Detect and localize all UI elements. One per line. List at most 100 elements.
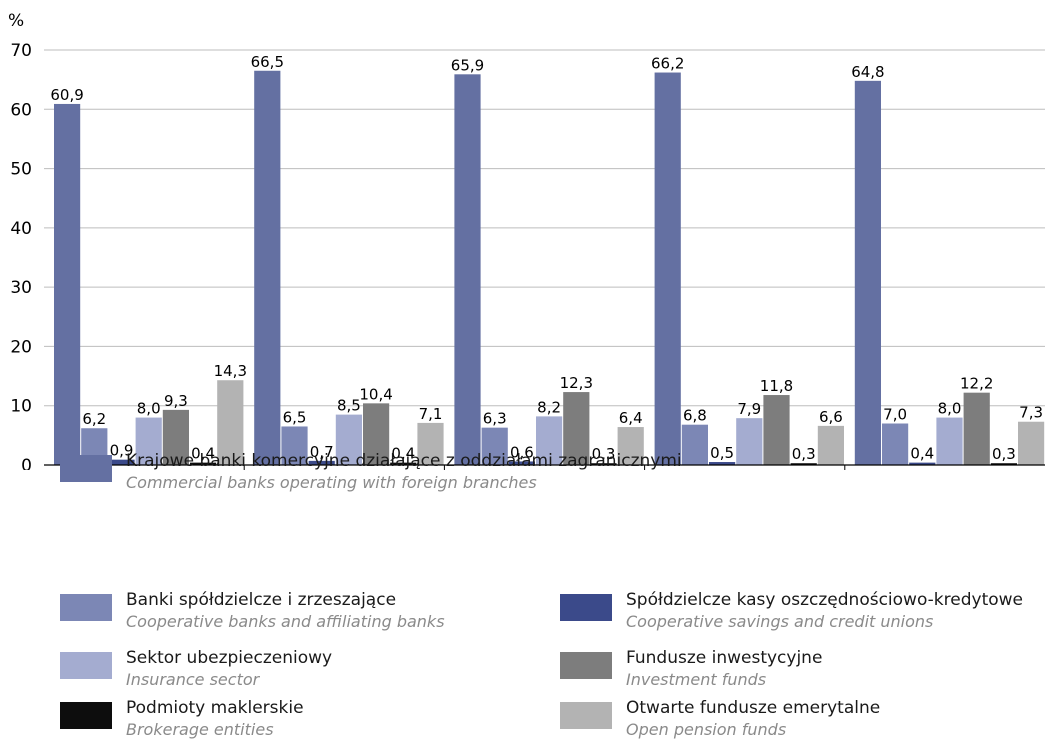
bar-data-label: 14,3 <box>214 362 247 380</box>
legend-label-en: Insurance sector <box>126 670 260 689</box>
bar-data-label: 0,7 <box>310 443 334 461</box>
bar-data-label: 60,9 <box>50 86 83 104</box>
bar <box>654 72 681 466</box>
bar <box>990 463 1017 465</box>
legend-label-pl: Podmioty maklerskie <box>126 698 304 718</box>
bar-data-label: 0,3 <box>992 445 1016 463</box>
bar <box>135 417 162 465</box>
bar-data-label: 0,9 <box>110 442 134 460</box>
bar-data-label: 7,3 <box>1019 404 1043 422</box>
y-tick-label: 30 <box>10 278 32 298</box>
bar-data-label: 0,4 <box>391 445 415 463</box>
legend-item-insurance: Sektor ubezpieczeniowy Insurance sector <box>60 647 332 690</box>
bar <box>54 103 81 465</box>
bar <box>963 392 990 465</box>
y-tick-label: 50 <box>10 160 32 180</box>
legend-swatch-cooperative-banks <box>60 594 112 621</box>
bar <box>254 70 281 465</box>
bar <box>709 462 736 465</box>
bars <box>54 70 1045 466</box>
legend-label-en: Brokerage entities <box>126 720 274 739</box>
bar-data-label: 8,0 <box>938 400 962 418</box>
bar-data-label: 0,5 <box>710 444 734 462</box>
legend-label-en: Open pension funds <box>626 720 787 739</box>
bar-data-label: 6,3 <box>483 410 507 428</box>
bar-data-label: 66,5 <box>251 53 284 71</box>
bar <box>108 459 135 465</box>
bar-data-label: 64,8 <box>851 63 884 81</box>
y-tick-label: 70 <box>10 41 32 61</box>
legend-label-pl: Spółdzielcze kasy oszczędnościowo-kredyt… <box>626 590 1024 610</box>
bar-data-label: 6,6 <box>819 408 843 426</box>
legend-item-brokerage: Podmioty maklerskie Brokerage entities <box>60 697 304 740</box>
bar <box>363 403 390 465</box>
bar-data-label: 12,2 <box>960 375 993 393</box>
bar-data-label: 6,4 <box>619 409 643 427</box>
bar <box>481 427 508 465</box>
legend-label-pl: Banki spółdzielcze i zrzeszające <box>126 590 397 610</box>
bar-data-label: 8,2 <box>537 398 561 416</box>
legend-label-pl: Sektor ubezpieczeniowy <box>126 648 333 668</box>
bar <box>681 424 708 465</box>
y-axis-unit-label: % <box>8 11 24 31</box>
bar-data-label: 65,9 <box>451 56 484 74</box>
bar <box>217 380 244 465</box>
bar <box>936 417 963 465</box>
y-axis-tick-labels: 0 10 20 30 40 50 60 70 <box>10 41 32 470</box>
bar <box>417 422 444 465</box>
y-tick-label: 10 <box>10 397 32 417</box>
bar-data-label: 11,8 <box>760 377 793 395</box>
legend-swatch-investment-funds <box>560 652 612 679</box>
bar-data-label: 7,9 <box>737 400 761 418</box>
bar-data-label: 10,4 <box>359 385 392 403</box>
legend-label-en: Cooperative banks and affiliating banks <box>126 612 445 631</box>
bar-data-label: 8,0 <box>137 400 161 418</box>
legend-swatch-insurance <box>60 652 112 679</box>
y-tick-label: 40 <box>10 219 32 239</box>
bar <box>81 428 108 465</box>
bar <box>817 425 844 465</box>
bar-data-label: 0,3 <box>792 445 816 463</box>
legend-swatch-pension-funds <box>560 702 612 729</box>
bar <box>162 409 189 465</box>
bar <box>909 462 936 465</box>
legend-item-pension-funds: Otwarte fundusze emerytalne Open pension… <box>560 697 880 740</box>
bar <box>854 80 881 465</box>
bar-data-label: 6,8 <box>683 407 707 425</box>
bar <box>736 418 763 465</box>
bar <box>308 460 335 465</box>
legend-item-cooperative-banks: Banki spółdzielcze i zrzeszające Coopera… <box>60 589 445 632</box>
bar-data-label: 0,3 <box>592 445 616 463</box>
bar <box>390 462 417 465</box>
bar-data-label: 6,5 <box>283 408 307 426</box>
bar <box>454 74 481 466</box>
bar <box>882 423 909 465</box>
legend-item-credit-unions: Spółdzielcze kasy oszczędnościowo-kredyt… <box>560 589 1023 632</box>
bar-data-label: 7,1 <box>419 405 443 423</box>
bar <box>590 463 617 465</box>
bar-data-label: 6,2 <box>82 410 106 428</box>
bar-data-label: 7,0 <box>883 406 907 424</box>
bar <box>508 461 535 465</box>
legend-swatch-brokerage <box>60 702 112 729</box>
bar <box>281 426 308 465</box>
y-tick-label: 0 <box>21 456 32 470</box>
legend-label-en: Investment funds <box>626 670 767 689</box>
legend-label-en: Commercial banks operating with foreign … <box>126 473 537 492</box>
bar-data-label: 66,2 <box>651 55 684 73</box>
bar-data-label: 12,3 <box>560 374 593 392</box>
legend-swatch-credit-unions <box>560 594 612 621</box>
gridlines <box>44 49 1045 470</box>
bar <box>763 395 790 465</box>
legend-label-pl: Otwarte fundusze emerytalne <box>626 698 881 718</box>
bar-data-label: 0,4 <box>910 445 934 463</box>
bar-data-label: 8,5 <box>337 397 361 415</box>
bar <box>790 463 817 465</box>
y-tick-label: 20 <box>10 337 32 357</box>
bar <box>1018 421 1045 465</box>
bar <box>536 416 563 465</box>
legend-item-investment-funds: Fundusze inwestycyjne Investment funds <box>560 647 822 690</box>
legend-label-en: Cooperative savings and credit unions <box>626 612 934 631</box>
bar-data-labels: 60,96,20,98,0 9,30,414,366,56,50,78,510,4… <box>50 53 1043 463</box>
